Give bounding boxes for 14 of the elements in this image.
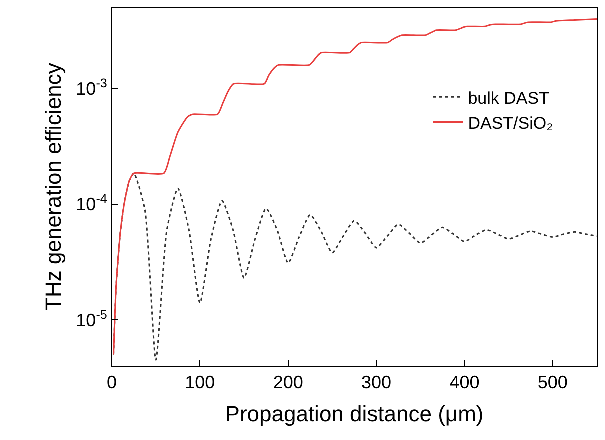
- x-tick-label: 0: [106, 372, 118, 393]
- x-axis-title: Propagation distance (μm): [225, 402, 484, 426]
- x-tick-label: 100: [185, 372, 216, 393]
- x-tick-label: 300: [362, 372, 392, 393]
- y-axis-title: THz generation efficiency: [40, 63, 66, 311]
- y-tick-label: 10$^{-4}$: [76, 192, 108, 215]
- y-tick-label: 10$^{-3}$: [76, 76, 108, 100]
- line-series: [113, 18, 597, 356]
- legend-label: bulk DAST: [468, 88, 550, 108]
- legend-label: DAST/SiO₂: [468, 114, 554, 133]
- y-tick-label: 10$^{-5}$: [76, 308, 108, 330]
- x-tick-label: 500: [538, 372, 568, 393]
- x-tick-label: 200: [273, 372, 304, 393]
- x-tick-label: 400: [450, 372, 480, 393]
